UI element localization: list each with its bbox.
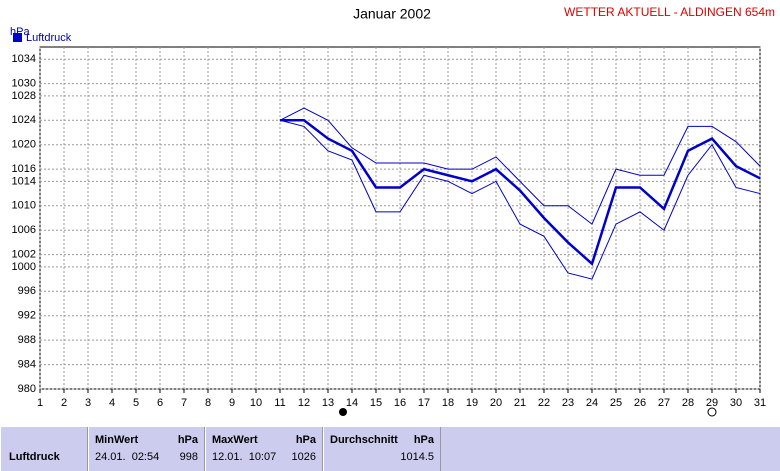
x-tick-label: 3: [85, 397, 91, 409]
y-tick-label: 992: [18, 310, 36, 322]
y-tick-label: 984: [18, 358, 36, 370]
line-series: [280, 119, 761, 267]
x-tick-label: 2: [61, 397, 67, 409]
x-tick-label: 21: [514, 397, 526, 409]
new-moon-icon: [339, 408, 347, 416]
y-tick-label: 1006: [12, 224, 36, 236]
column-unit: hPa: [413, 434, 434, 446]
column-value: 1026: [291, 451, 316, 463]
x-tick-label: 16: [394, 397, 406, 409]
x-tick-label: 30: [730, 397, 742, 409]
column-title: MaxWert: [212, 434, 258, 446]
chart-subtitle: WETTER AKTUELL - ALDINGEN 654m: [564, 5, 775, 19]
y-tick-label: 1030: [12, 78, 36, 90]
y-tick-label: 1014: [12, 175, 36, 187]
x-tick-label: 5: [133, 397, 139, 409]
chart-title: Januar 2002: [353, 6, 431, 22]
y-tick-label: 1034: [12, 53, 36, 65]
x-tick-label: 10: [250, 397, 262, 409]
x-tick-label: 25: [610, 397, 622, 409]
x-tick-label: 18: [442, 397, 454, 409]
y-tick-label: 1000: [12, 261, 36, 273]
legend-swatch: [13, 33, 22, 42]
y-tick-label: 1020: [12, 139, 36, 151]
column-title: Durchschnitt: [330, 434, 398, 446]
x-tick-label: 29: [706, 397, 718, 409]
y-tick-label: 1010: [12, 200, 36, 212]
x-tick-label: 31: [754, 397, 766, 409]
x-tick-label: 24: [586, 397, 598, 409]
x-tick-label: 1: [37, 397, 43, 409]
x-tick-label: 26: [634, 397, 646, 409]
x-tick-label: 4: [109, 397, 115, 409]
row-label: Luftdruck: [9, 451, 60, 463]
x-tick-label: 7: [181, 397, 187, 409]
x-tick-label: 12: [298, 397, 310, 409]
x-tick-label: 20: [490, 397, 502, 409]
plot-area: [39, 46, 761, 390]
summary-cell: MaxWert hPa 12.01. 10:07 1026: [205, 427, 323, 471]
x-tick-label: 23: [562, 397, 574, 409]
summary-cell: MinWert hPa 24.01. 02:54 998: [88, 427, 205, 471]
x-tick-label: 14: [346, 397, 358, 409]
y-tick-label: 1024: [12, 114, 36, 126]
column-value: 998: [179, 451, 198, 463]
column-value: 1014.5: [400, 451, 434, 463]
line-series: [279, 107, 761, 225]
x-tick-label: 22: [538, 397, 550, 409]
y-tick-label: 988: [18, 334, 36, 346]
column-unit: hPa: [295, 434, 316, 446]
x-tick-label: 15: [370, 397, 382, 409]
line-series: [279, 119, 761, 280]
y-tick-label: 996: [18, 285, 36, 297]
x-tick-label: 19: [466, 397, 478, 409]
y-tick-label: 980: [18, 383, 36, 395]
x-tick-label: 13: [322, 397, 334, 409]
legend-label: Luftdruck: [26, 32, 72, 44]
full-moon-icon: [707, 407, 717, 417]
summary-cell: Durchschnitt hPa 1014.5: [323, 427, 441, 471]
summary-table: Luftdruck MinWert hPa 24.01. 02:54 998 MaxWe…: [0, 427, 780, 471]
chart: Januar 2002 WETTER AKTUELL - ALDINGEN 65…: [10, 5, 775, 417]
x-tick-label: 17: [418, 397, 430, 409]
x-tick-label: 27: [658, 397, 670, 409]
y-tick-label: 1028: [12, 90, 36, 102]
column-time: 24.01. 02:54: [95, 451, 160, 463]
x-tick-label: 28: [682, 397, 694, 409]
row-header-cell: Luftdruck: [0, 427, 88, 471]
y-tick-label: 1016: [12, 163, 36, 175]
x-tick-label: 6: [157, 397, 163, 409]
column-unit: hPa: [177, 434, 198, 446]
y-tick-label: 1002: [12, 249, 36, 261]
x-tick-label: 11: [274, 397, 285, 409]
column-time: 12.01. 10:07: [212, 451, 277, 463]
x-tick-label: 9: [229, 397, 235, 409]
x-tick-label: 8: [205, 397, 211, 409]
column-title: MinWert: [95, 434, 139, 446]
